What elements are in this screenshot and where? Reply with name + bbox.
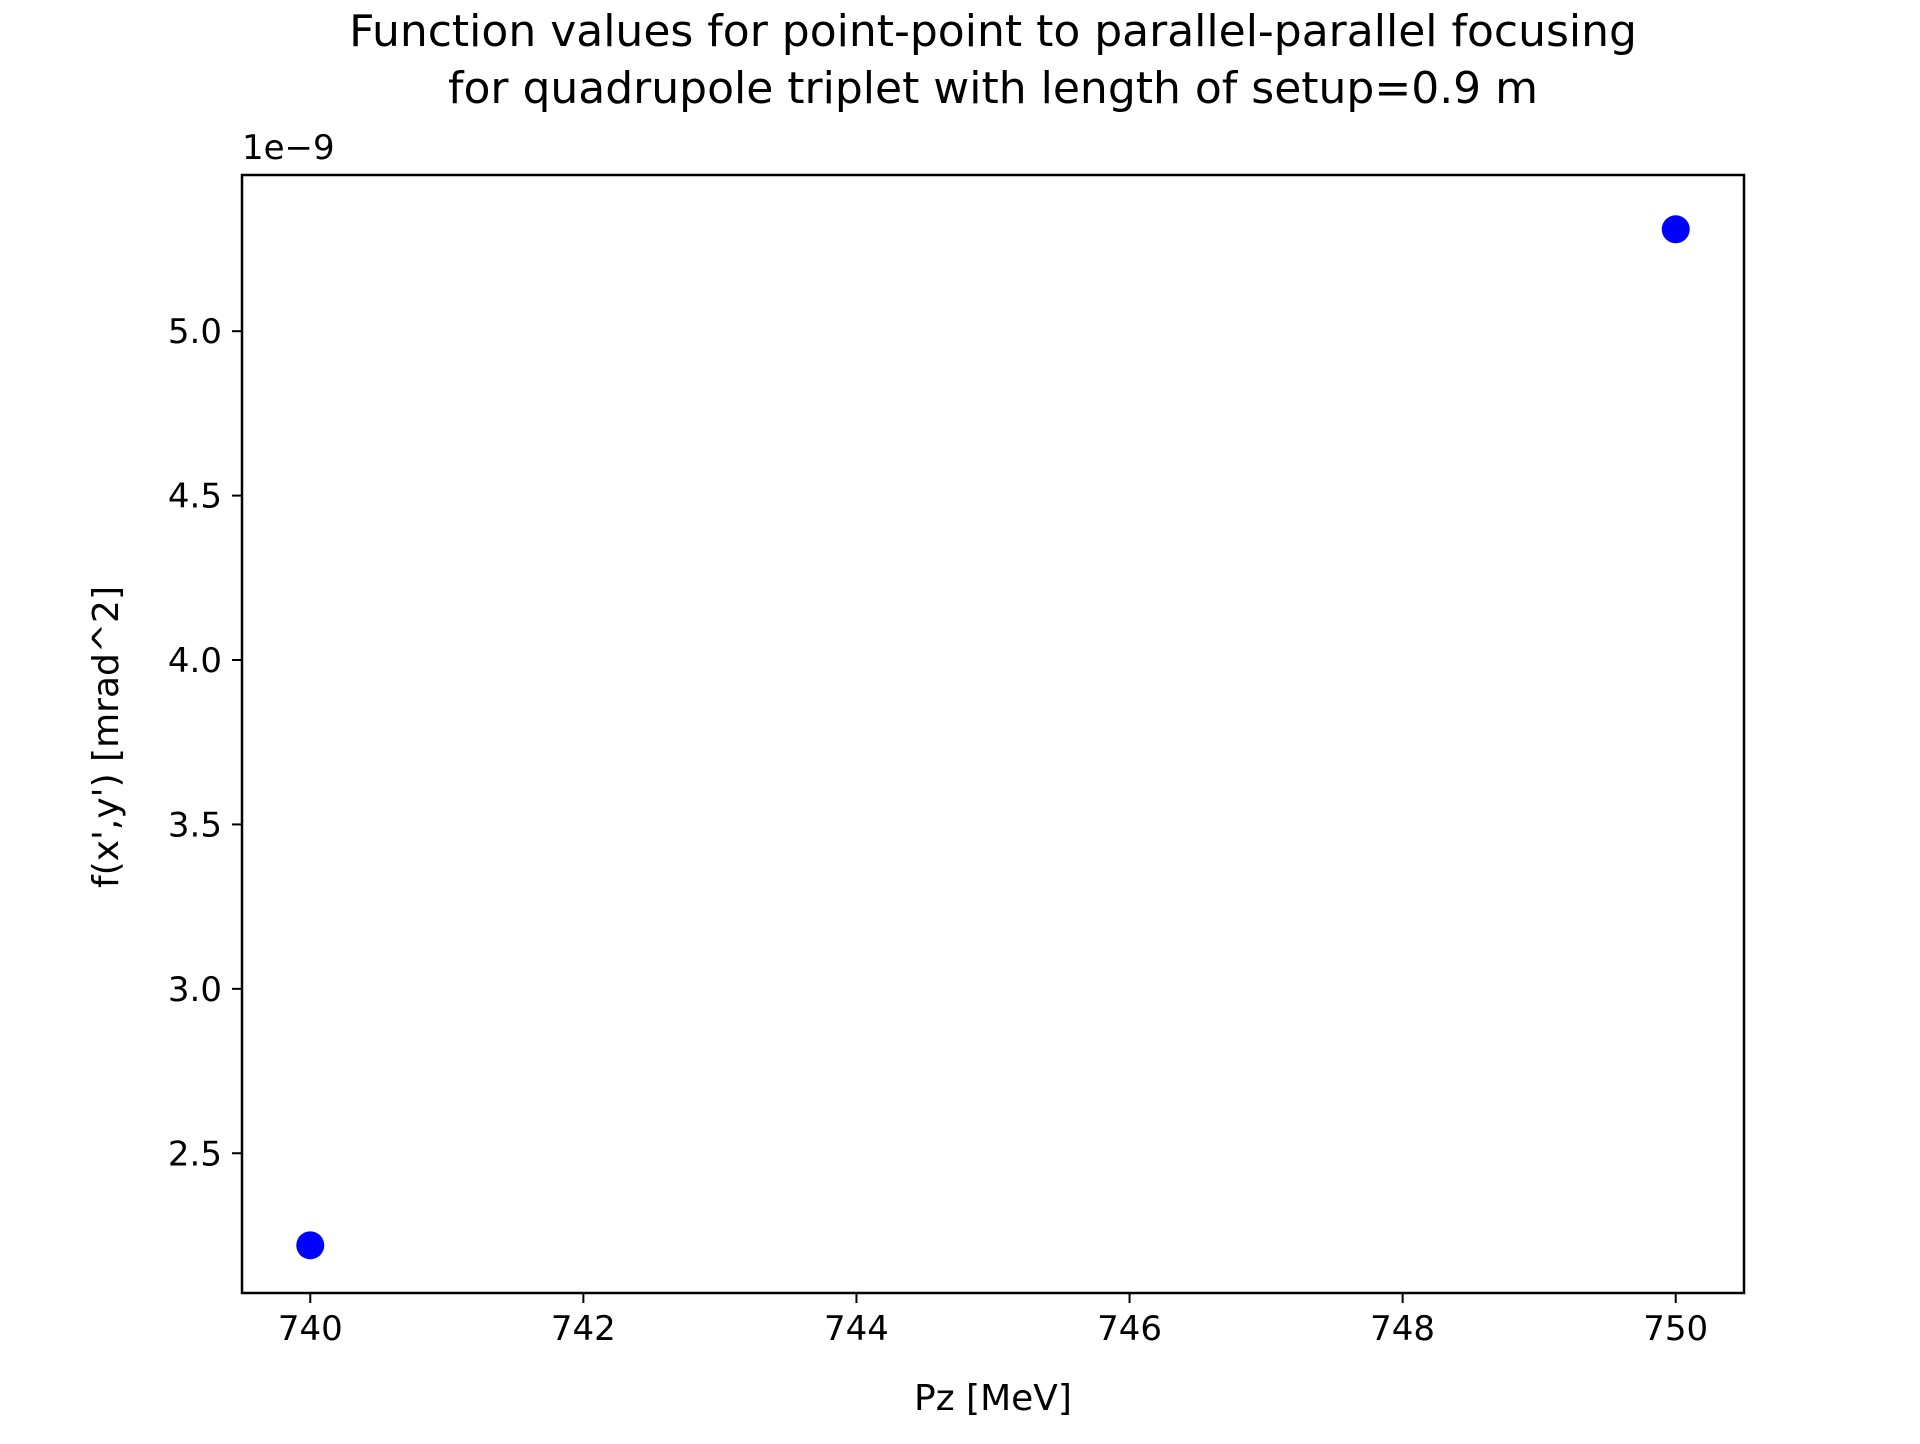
y-axis: 2.5 3.0 3.5 4.0 4.5 5.0	[168, 312, 242, 1174]
y-axis-offset-label: 1e−9	[242, 128, 335, 168]
x-axis: 740 742 744 746 748 750	[278, 1293, 1708, 1349]
y-axis-label: f(x',y') [mrad^2]	[86, 586, 127, 888]
y-tick-label: 3.0	[168, 970, 222, 1010]
data-point	[1661, 215, 1690, 244]
x-tick-label: 750	[1643, 1309, 1708, 1349]
x-axis-label: Pz [MeV]	[914, 1378, 1072, 1419]
data-point	[296, 1231, 325, 1260]
chart-title: Function values for point-point to paral…	[349, 6, 1637, 114]
x-tick-label: 744	[824, 1309, 889, 1349]
y-tick-label: 5.0	[168, 312, 222, 352]
chart-title-line-2: for quadrupole triplet with length of se…	[448, 63, 1538, 114]
x-tick-label: 746	[1097, 1309, 1162, 1349]
x-tick-label: 742	[551, 1309, 616, 1349]
plot-content	[296, 215, 1690, 1260]
y-tick-label: 3.5	[168, 805, 222, 845]
plot-frame	[240, 173, 1746, 1295]
y-tick-label: 4.0	[168, 641, 222, 681]
x-tick-label: 740	[278, 1309, 343, 1349]
y-tick-label: 4.5	[168, 477, 222, 517]
chart-title-line-1: Function values for point-point to paral…	[349, 6, 1637, 57]
x-tick-label: 748	[1370, 1309, 1435, 1349]
y-tick-label: 2.5	[168, 1134, 222, 1174]
